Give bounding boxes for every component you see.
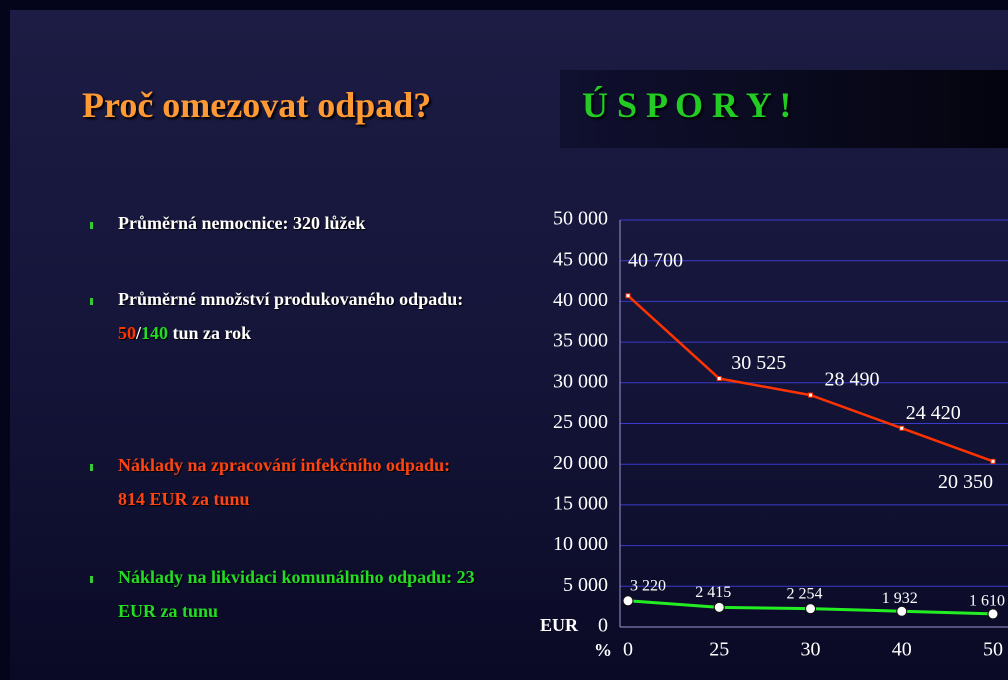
bullet-text: tun za rok [168,323,252,343]
series-line [627,294,994,463]
point [716,376,722,382]
data-label: 24 420 [906,402,961,424]
y-tick-label: 0 [598,615,608,637]
point [899,425,905,431]
bullet: Náklady na likvidaci komunálního odpadu:… [118,560,478,628]
data-label: 30 525 [731,352,786,374]
y-tick-label: 25 000 [553,411,608,433]
point [713,601,725,613]
bullet: Průměrné množství produkovaného odpadu: … [118,282,478,350]
bullet-text: 140 [141,323,169,343]
data-label: 40 700 [628,249,683,271]
bullet: Průměrná nemocnice: 320 lůžek [118,206,478,240]
bullet-text: 50 [118,323,136,343]
bullet-text: Průměrná nemocnice: 320 lůžek [118,213,366,233]
point [990,458,996,464]
y-tick-label: 30 000 [553,370,608,392]
slide-subtitle: Ú S P O R Y ! [582,85,792,125]
y-tick-label: 50 000 [553,208,608,230]
data-label: 28 490 [825,369,880,391]
x-tick-label: 25 [709,639,729,661]
point [987,608,999,620]
x-axis-label: % [594,640,612,660]
y-axis-label: EUR [540,615,579,635]
x-tick-label: 50 [983,639,1003,661]
data-label: 3 220 [630,577,666,594]
bullet-text: Průměrné množství produkovaného odpadu: [118,289,464,309]
x-tick-label: 40 [892,639,912,661]
x-tick-label: 0 [623,639,633,661]
bullet-marker [90,222,93,229]
bullet-text: Náklady na likvidaci komunálního odpadu:… [118,567,475,621]
data-label: 1 932 [882,590,918,607]
bullet-marker [90,464,93,471]
y-tick-label: 10 000 [553,533,608,555]
y-tick-label: 40 000 [553,289,608,311]
bullet-text: / [136,323,142,343]
point [896,605,908,617]
bullet-text: Náklady na zpracování infekčního odpadu:… [118,455,451,509]
point [625,293,631,299]
data-label: 2 254 [787,585,823,602]
y-tick-label: 45 000 [553,248,608,270]
y-tick-label: 20 000 [553,452,608,474]
point [805,603,816,615]
bullet-marker [90,298,93,305]
data-label: 1 610 [969,593,1005,610]
bullet: Náklady na zpracování infekčního odpadu:… [118,448,478,516]
data-label: 2 415 [695,584,731,601]
y-tick-label: 35 000 [553,330,608,352]
bullet-marker [90,576,93,583]
subtitle-box [560,70,1008,148]
data-label: 20 350 [938,471,993,493]
x-tick-label: 30 [801,639,821,661]
y-tick-label: 5 000 [563,574,608,596]
point [622,595,634,607]
point [808,392,813,398]
y-tick-label: 15 000 [553,492,608,514]
slide-title: Proč omezovat odpad? [82,85,432,125]
